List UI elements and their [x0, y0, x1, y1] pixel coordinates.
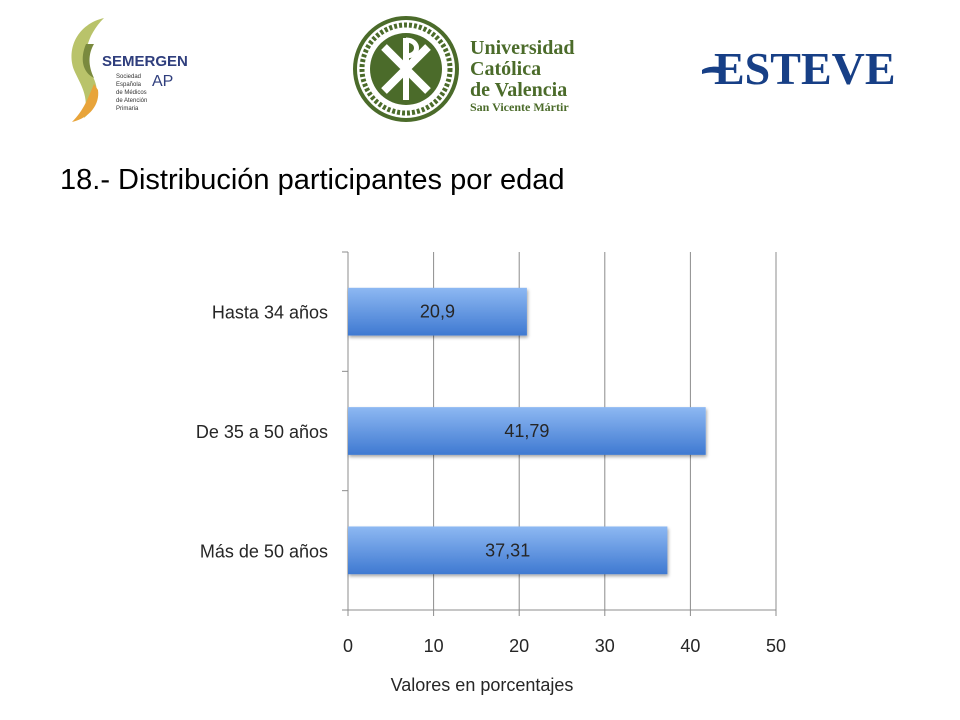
bar: [348, 407, 706, 455]
ucv-line-4: San Vicente Mártir: [470, 100, 569, 114]
bar: [348, 287, 527, 336]
semergen-sub: AP: [152, 73, 173, 90]
x-tick-label: 20: [509, 636, 529, 656]
semergen-swoosh-accent-icon: [72, 84, 99, 122]
semergen-tagline-4: de Atención: [116, 98, 147, 104]
bar-value-label: 20,9: [420, 302, 455, 322]
esteve-logo: ESTEVE: [702, 43, 896, 94]
semergen-tagline-2: Española: [116, 82, 142, 88]
semergen-tagline-5: Primaria: [116, 106, 139, 112]
category-label: Más de 50 años: [200, 541, 328, 561]
bar-value-label: 41,79: [504, 421, 549, 441]
category-labels: Hasta 34 años De 35 a 50 años Más de 50 añ…: [196, 303, 328, 562]
slide-title: 18.- Distribución participantes por edad: [60, 164, 565, 196]
category-label: Hasta 34 años: [212, 303, 328, 323]
ucv-line-1: Universidad: [470, 37, 574, 59]
x-tick-label: 40: [680, 636, 700, 656]
semergen-name: SEMERGEN: [102, 53, 188, 70]
esteve-swoosh-icon: [702, 66, 724, 74]
semergen-tagline-1: Sociedad: [116, 74, 141, 80]
ucv-logo: Universidad Católica de Valencia San Vic…: [353, 16, 574, 122]
x-tick-labels: 0 10 20 30 40 50: [343, 636, 786, 656]
x-axis-label: Valores en porcentajes: [391, 675, 574, 695]
bars: [348, 287, 706, 575]
ucv-seal-icon: [353, 16, 459, 122]
category-label: De 35 a 50 años: [196, 422, 328, 442]
semergen-tagline-3: de Médicos: [116, 90, 147, 96]
ucv-line-2: Católica: [470, 58, 541, 80]
semergen-swoosh-shadow-icon: [82, 44, 94, 78]
x-tick-label: 50: [766, 636, 786, 656]
x-tick-label: 30: [595, 636, 615, 656]
ucv-line-3: de Valencia: [470, 79, 567, 101]
semergen-logo: SEMERGEN AP Sociedad Española de Médicos…: [71, 18, 188, 122]
esteve-name: ESTEVE: [714, 43, 896, 94]
value-labels: 20,9 41,79 37,31: [420, 302, 549, 561]
x-tick-label: 0: [343, 636, 353, 656]
bar: [348, 526, 668, 575]
x-tick-label: 10: [424, 636, 444, 656]
bar-value-label: 37,31: [485, 540, 530, 560]
